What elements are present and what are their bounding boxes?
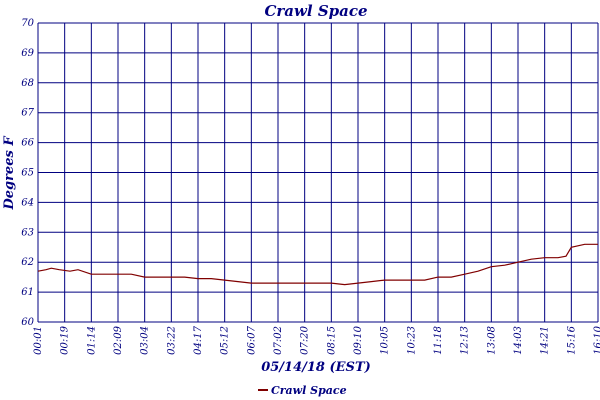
x-tick-label: 16:10 <box>593 325 600 354</box>
x-tick-labels: 00:01 00:19 01:14 02:09 03:04 03:22 04:17 05:12… <box>33 325 600 354</box>
y-tick-label: 65 <box>21 168 34 179</box>
grid-lines <box>37 22 599 323</box>
chart-title: Crawl Space <box>264 2 367 20</box>
y-tick-labels: 60 61 62 63 64 65 66 67 68 69 70 <box>21 18 34 328</box>
series-line-crawl-space <box>37 243 598 286</box>
x-tick-label: 03:04 <box>140 326 151 355</box>
y-tick-label: 60 <box>21 317 34 328</box>
y-axis-label: Degrees F <box>2 136 17 211</box>
x-tick-label: 12:13 <box>460 326 471 355</box>
x-tick-label: 00:01 <box>33 326 44 355</box>
x-tick-label: 05:12 <box>220 326 231 355</box>
x-tick-label: 10:05 <box>380 326 391 355</box>
x-tick-label: 08:15 <box>326 326 337 355</box>
x-tick-label: 03:22 <box>166 326 177 355</box>
y-tick-label: 69 <box>21 48 34 59</box>
x-tick-label: 06:07 <box>246 325 257 354</box>
x-axis-label: 05/14/18 (EST) <box>261 360 371 375</box>
x-tick-label: 15:16 <box>566 325 577 354</box>
x-tick-label: 02:09 <box>113 325 124 354</box>
y-tick-label: 62 <box>21 257 34 268</box>
x-tick-label: 01:14 <box>86 326 97 355</box>
y-tick-label: 63 <box>21 227 34 238</box>
x-tick-label: 14:21 <box>540 326 551 355</box>
y-tick-label: 64 <box>21 197 34 208</box>
x-tick-label: 13:08 <box>486 326 497 355</box>
y-tick-label: 70 <box>21 18 34 29</box>
y-tick-label: 68 <box>21 78 34 89</box>
x-tick-label: 10:23 <box>406 326 417 355</box>
series-group <box>37 243 598 286</box>
y-tick-label: 61 <box>21 287 34 298</box>
x-tick-label: 07:02 <box>273 326 284 355</box>
legend: Crawl Space <box>258 384 347 397</box>
x-tick-label: 04:17 <box>193 325 204 354</box>
x-tick-label: 07:20 <box>300 325 311 354</box>
x-tick-label: 00:19 <box>60 325 71 354</box>
x-tick-label: 09:10 <box>353 325 364 354</box>
legend-label: Crawl Space <box>271 384 347 397</box>
y-tick-label: 67 <box>21 108 34 119</box>
y-tick-label: 66 <box>21 138 34 149</box>
x-tick-label: 14:03 <box>513 326 524 355</box>
x-tick-label: 11:18 <box>433 326 444 355</box>
